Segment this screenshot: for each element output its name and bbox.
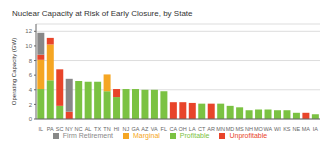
svg-text:SC: SC — [56, 126, 64, 132]
svg-text:IA: IA — [313, 126, 319, 132]
svg-text:IL: IL — [38, 126, 43, 132]
svg-text:NH: NH — [245, 126, 253, 132]
svg-text:8: 8 — [29, 58, 33, 64]
html-text:Nuclear Capacity at Risk of Ea: Nuclear Capacity at Risk of Early Closur… — [12, 9, 193, 18]
svg-text:MO: MO — [254, 126, 264, 132]
svg-text:2: 2 — [29, 102, 33, 108]
svg-text:HI: HI — [114, 126, 120, 132]
svg-text:12: 12 — [25, 28, 32, 34]
html-text:Firm Retirement: Firm Retirement — [62, 132, 113, 139]
svg-text:NC: NC — [75, 126, 83, 132]
svg-text:TN: TN — [103, 126, 110, 132]
svg-text:10: 10 — [25, 43, 32, 49]
svg-text:NY: NY — [65, 126, 73, 132]
svg-text:MN: MN — [216, 126, 225, 132]
svg-text:AR: AR — [207, 126, 215, 132]
svg-text:NJ: NJ — [123, 126, 130, 132]
svg-text:MA: MA — [302, 126, 311, 132]
svg-text:4: 4 — [29, 87, 33, 93]
svg-text:GA: GA — [131, 126, 139, 132]
svg-text:MS: MS — [235, 126, 244, 132]
svg-text:NE: NE — [293, 126, 301, 132]
svg-text:PA: PA — [47, 126, 54, 132]
svg-text:0: 0 — [29, 116, 33, 122]
svg-text:CT: CT — [198, 126, 206, 132]
svg-text:MD: MD — [226, 126, 235, 132]
svg-text:AZ: AZ — [141, 126, 149, 132]
svg-text:AL: AL — [85, 126, 92, 132]
svg-text:6: 6 — [29, 72, 33, 78]
svg-text:WA: WA — [264, 126, 273, 132]
html-text:Profitable: Profitable — [179, 132, 210, 139]
svg-text:TX: TX — [94, 126, 101, 132]
svg-text:FL: FL — [161, 126, 167, 132]
svg-text:Operating Capacity (GW): Operating Capacity (GW) — [11, 38, 17, 105]
html-text:Unprofitable: Unprofitable — [229, 132, 268, 139]
svg-text:CA: CA — [169, 126, 177, 132]
svg-text:VA: VA — [151, 126, 158, 132]
svg-text:OH: OH — [179, 126, 187, 132]
html-text:Marginal: Marginal — [133, 132, 160, 139]
svg-text:KS: KS — [283, 126, 291, 132]
svg-text:LA: LA — [189, 126, 196, 132]
svg-text:WI: WI — [274, 126, 281, 132]
